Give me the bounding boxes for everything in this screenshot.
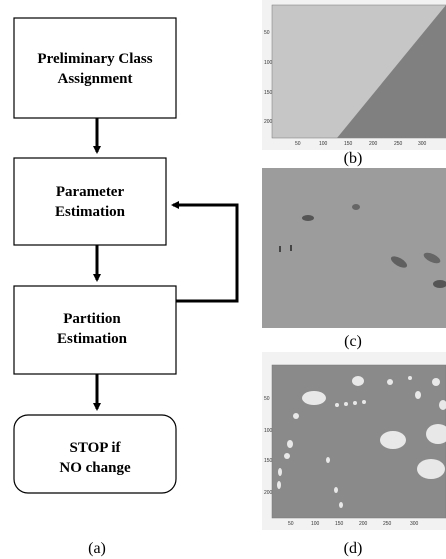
panel-label: (d) — [344, 540, 363, 557]
y-tick-label: 50 — [264, 396, 270, 402]
image-c — [262, 168, 446, 328]
x-tick-label: 50 — [288, 521, 294, 527]
x-tick-label: 300 — [418, 141, 427, 147]
background — [272, 365, 446, 518]
node-label: Estimation — [55, 204, 126, 220]
y-tick-label: 150 — [264, 458, 273, 464]
object — [352, 204, 360, 210]
y-tick-label: 200 — [264, 119, 273, 125]
image-b — [262, 0, 446, 150]
figure: Preliminary Class Assignment Parameter E… — [0, 0, 446, 559]
object — [302, 215, 314, 221]
y-tick-label: 150 — [264, 90, 273, 96]
x-tick-label: 100 — [319, 141, 328, 147]
x-tick-label: 200 — [369, 141, 378, 147]
x-tick-label: 150 — [335, 521, 344, 527]
x-tick-label: 300 — [410, 521, 419, 527]
flowchart — [14, 18, 237, 493]
node-label: NO change — [59, 460, 131, 476]
y-tick-label: 200 — [264, 490, 273, 496]
x-tick-label: 50 — [295, 141, 301, 147]
y-tick-label: 50 — [264, 30, 270, 36]
box — [14, 158, 166, 245]
x-tick-label: 250 — [383, 521, 392, 527]
node-label: Partition — [63, 311, 121, 327]
y-tick-label: 100 — [264, 60, 273, 66]
box — [14, 18, 176, 118]
panel-label: (b) — [344, 150, 363, 167]
x-tick-label: 250 — [394, 141, 403, 147]
node-label: Parameter — [56, 184, 125, 200]
node-label: STOP if — [70, 440, 122, 456]
y-tick-label: 100 — [264, 428, 273, 434]
feedback-arrow — [173, 205, 237, 301]
x-tick-label: 150 — [344, 141, 353, 147]
image-d — [262, 352, 446, 530]
x-tick-label: 100 — [311, 521, 320, 527]
image — [262, 168, 446, 328]
box — [14, 286, 176, 374]
node-label: Estimation — [57, 331, 128, 347]
panel-label: (a) — [88, 540, 106, 557]
panel-label: (c) — [344, 333, 362, 350]
node-label: Preliminary Class — [37, 51, 152, 67]
x-tick-label: 200 — [359, 521, 368, 527]
node-label: Assignment — [57, 71, 132, 87]
